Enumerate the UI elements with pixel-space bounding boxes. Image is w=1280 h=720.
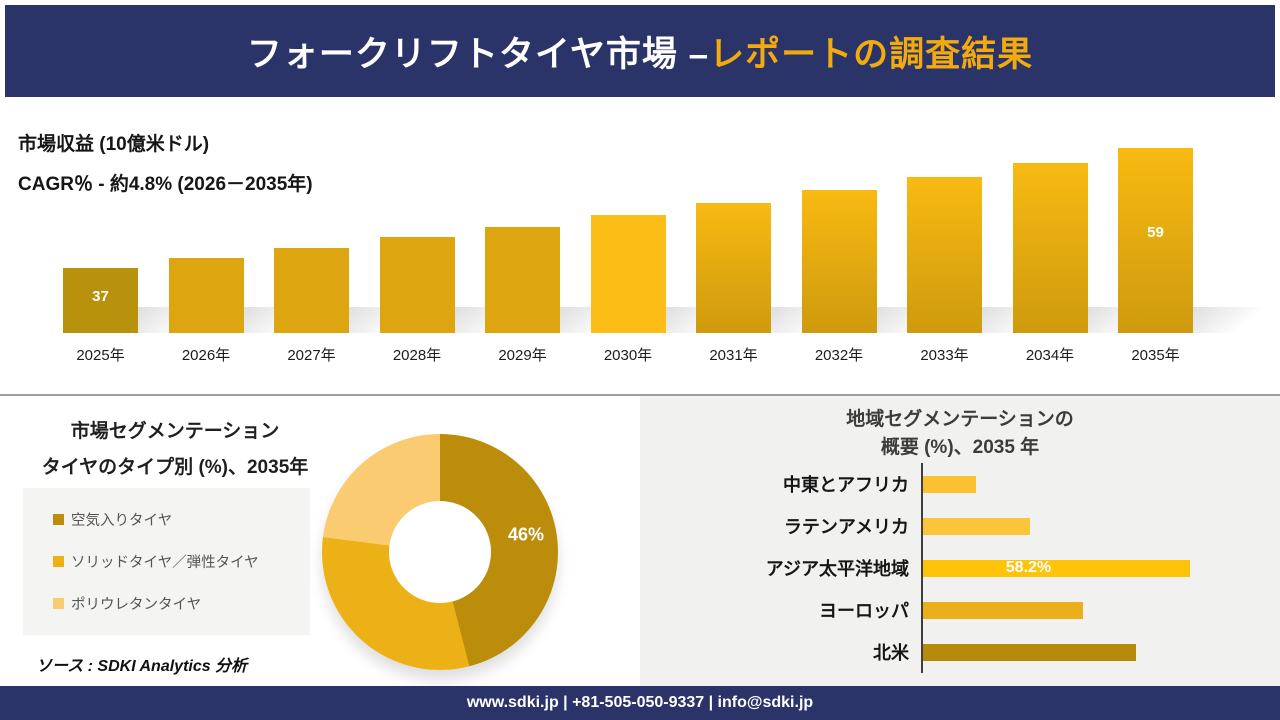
region-bar — [923, 475, 976, 493]
regional-axis-line — [921, 463, 923, 673]
legend-item-pneumatic: 空気入りタイヤ — [53, 509, 310, 530]
regional-title-line2: 概要 (%)、2035 年 — [880, 437, 1040, 458]
region-row-ヨーロッパ: ヨーロッパ — [640, 589, 1280, 631]
donut-hole — [389, 501, 491, 603]
legend-label-solid: ソリッドタイヤ／弾性タイヤ — [71, 555, 259, 571]
revenue-value-label-2025年: 37 — [92, 288, 109, 305]
legend-swatch-pneumatic-icon — [53, 514, 64, 525]
region-bar — [923, 601, 1083, 619]
revenue-bar-2034年 — [1012, 163, 1088, 333]
revenue-bar-2035年 — [1118, 148, 1193, 333]
contact-line: www.sdki.jp | +81-505-050-9337 | info@sd… — [466, 694, 814, 711]
segmentation-title-line1: 市場セグメンテーション — [70, 421, 280, 442]
revenue-bar-2029年 — [485, 227, 560, 333]
revenue-axis-title: 市場収益 (10億米ドル) — [18, 134, 210, 155]
region-share-label: 58.2% — [1005, 559, 1052, 576]
regional-title-line1: 地域セグメンテーションの — [846, 409, 1074, 430]
year-tick-label: 2030年 — [603, 347, 653, 364]
section-divider — [0, 394, 1280, 396]
regional-bars-area: 中東とアフリカ ラテンアメリカアジア太平洋地域 58.2% ヨーロッパ北米 — [640, 463, 1280, 673]
contact-footer: www.sdki.jp | +81-505-050-9337 | info@sd… — [0, 686, 1280, 720]
page-title-findings: レポートの調査結果 — [709, 34, 1034, 74]
legend-swatch-solid-icon — [53, 556, 64, 567]
legend-label-polyurethane: ポリウレタンタイヤ — [71, 597, 202, 613]
year-tick-label: 2034年 — [1025, 347, 1075, 364]
revenue-bar-2028年 — [379, 237, 455, 333]
bottom-panels: 市場セグメンテーション タイヤのタイプ別 (%)、2035年 空気入りタイヤ ソ… — [0, 396, 1280, 686]
region-label: ラテンアメリカ — [783, 517, 909, 537]
tire-type-segmentation-panel: 市場セグメンテーション タイヤのタイプ別 (%)、2035年 空気入りタイヤ ソ… — [0, 396, 640, 686]
regional-segmentation-panel: 地域セグメンテーションの 概要 (%)、2035 年 中東とアフリカ ラテンアメリ… — [640, 396, 1280, 686]
year-tick-label: 2029年 — [498, 347, 547, 364]
revenue-bar-2032年 — [801, 190, 877, 333]
region-label: 中東とアフリカ — [783, 475, 909, 495]
page-title-market: フォークリフトタイヤ市場 – — [246, 34, 710, 74]
year-tick-label: 2031年 — [709, 347, 758, 364]
year-tick-label: 2025年 — [76, 347, 125, 364]
legend-swatch-polyurethane-icon — [53, 598, 64, 609]
revenue-value-label-2035年: 59 — [1147, 224, 1164, 241]
cagr-annotation: CAGR％ - 約4.8% (2026－2035年) — [18, 174, 313, 195]
revenue-bar-2031年 — [696, 203, 771, 333]
source-note: ソース : SDKI Analytics 分析 — [36, 658, 248, 675]
year-tick-label: 2032年 — [814, 347, 864, 364]
segmentation-title-line2: タイヤのタイプ別 (%)、2035年 — [41, 457, 309, 478]
revenue-bar-2025年 — [63, 268, 138, 333]
legend-item-solid: ソリッドタイヤ／弾性タイヤ — [53, 551, 310, 572]
year-tick-label: 2033年 — [920, 347, 969, 364]
year-tick-label: 2035年 — [1131, 347, 1180, 364]
region-label: アジア太平洋地域 — [765, 559, 909, 579]
year-tick-label: 2027年 — [287, 347, 336, 364]
region-bar — [923, 643, 1136, 661]
revenue-bar-2026年 — [168, 258, 244, 333]
revenue-bar-2033年 — [907, 177, 982, 333]
region-row-ラテンアメリカ: ラテンアメリカ — [640, 505, 1280, 547]
region-row-アジア太平洋地域: アジア太平洋地域 58.2% — [640, 547, 1280, 589]
page-title: フォークリフトタイヤ市場 –レポートの調査結果 — [247, 26, 1033, 77]
legend-item-polyurethane: ポリウレタンタイヤ — [53, 593, 310, 614]
region-bar — [923, 517, 1030, 535]
year-tick-label: 2028年 — [392, 347, 442, 364]
region-bar: 58.2% — [923, 559, 1190, 577]
revenue-bar-2027年 — [274, 248, 349, 333]
region-label: ヨーロッパ — [819, 601, 909, 621]
donut-share-label: 46% — [507, 524, 545, 545]
region-label: 北米 — [873, 643, 909, 663]
tire-type-legend: 空気入りタイヤ ソリッドタイヤ／弾性タイヤ ポリウレタンタイヤ — [23, 488, 310, 635]
region-row-中東とアフリカ: 中東とアフリカ — [640, 463, 1280, 505]
year-tick-label: 2026年 — [181, 347, 231, 364]
legend-label-pneumatic: 空気入りタイヤ — [71, 513, 173, 529]
report-header: フォークリフトタイヤ市場 –レポートの調査結果 — [5, 5, 1275, 97]
tire-type-donut-chart: 46% — [322, 434, 558, 670]
revenue-bar-2030年 — [590, 215, 666, 333]
revenue-bar-chart: 市場収益 (10億米ドル) CAGR％ - 約4.8% (2026－2035年)… — [0, 97, 1280, 394]
region-row-北米: 北米 — [640, 631, 1280, 673]
